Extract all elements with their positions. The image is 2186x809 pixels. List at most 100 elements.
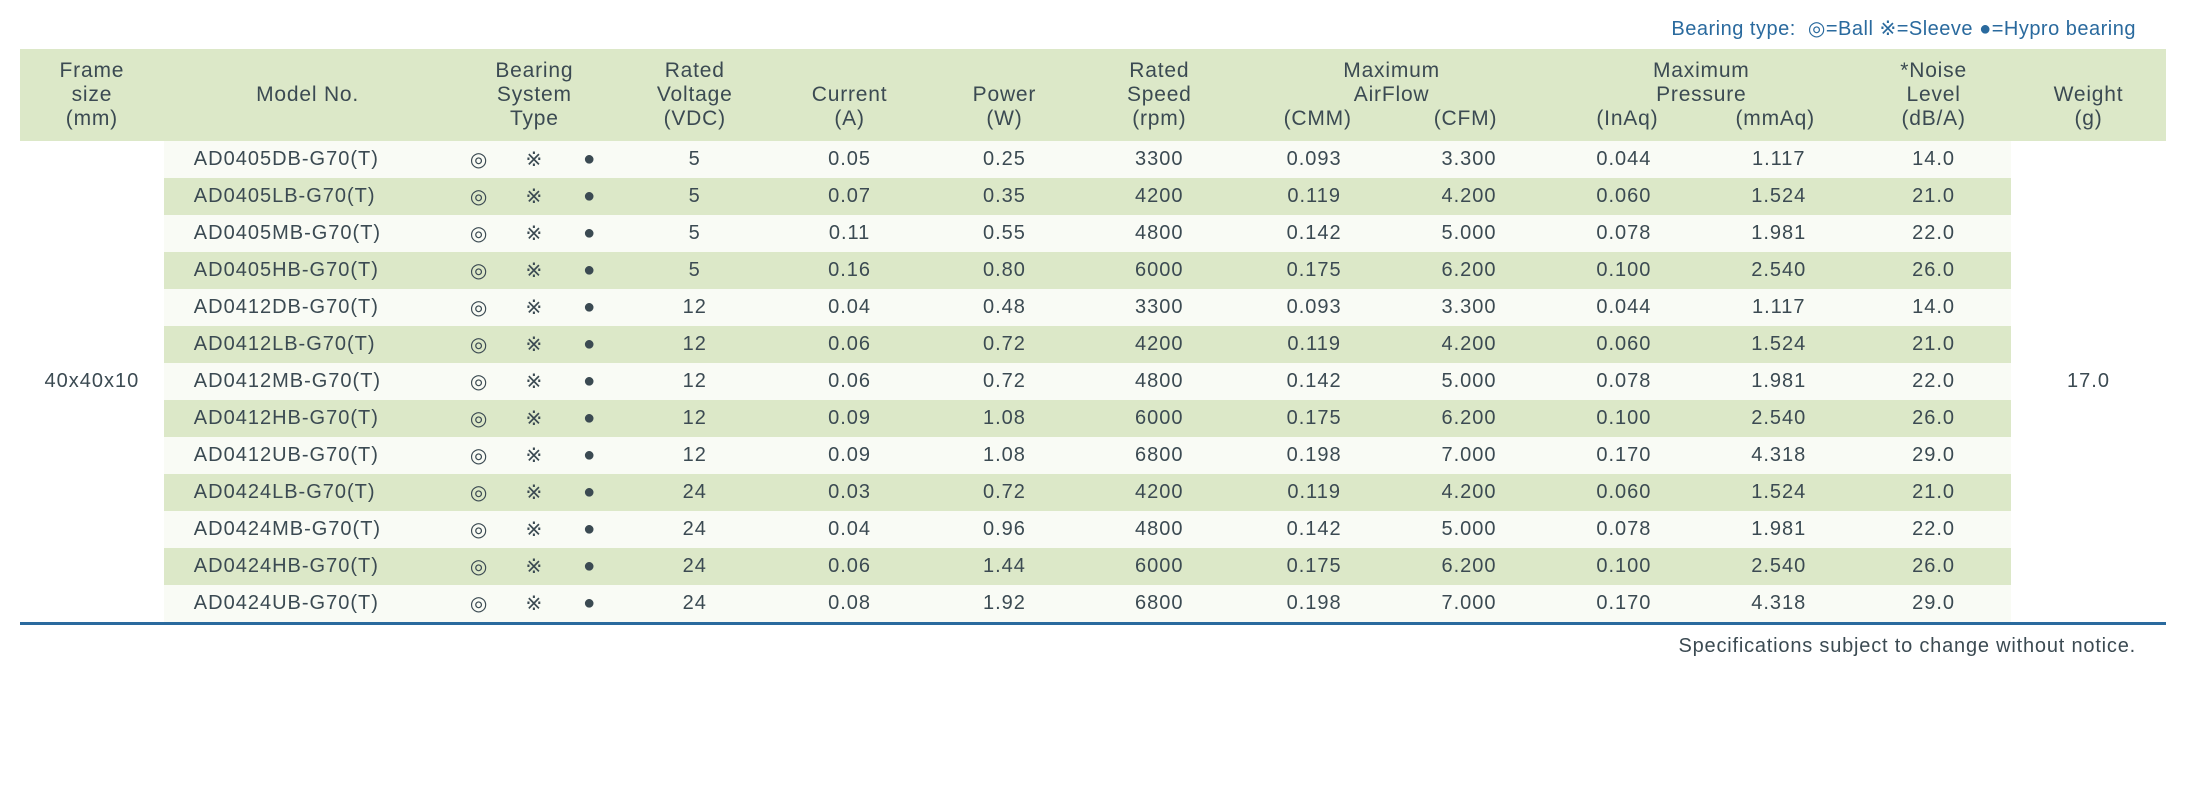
noise-cell: 14.0 xyxy=(1856,289,2011,326)
ball-icon: ◎ xyxy=(451,215,506,252)
ball-icon: ◎ xyxy=(451,437,506,474)
inaq-cell: 0.078 xyxy=(1546,215,1701,252)
current-cell: 0.16 xyxy=(772,252,927,289)
mmaq-cell: 1.117 xyxy=(1701,141,1856,178)
table-row: 40x40x10AD0405DB-G70(T)◎※●50.050.2533000… xyxy=(20,141,2166,178)
sleeve-icon: ※ xyxy=(507,326,562,363)
model-cell: AD0424LB-G70(T) xyxy=(164,474,452,511)
hypro-icon: ● xyxy=(562,363,617,400)
voltage-cell: 24 xyxy=(617,511,772,548)
inaq-cell: 0.044 xyxy=(1546,141,1701,178)
voltage-cell: 24 xyxy=(617,548,772,585)
noise-cell: 22.0 xyxy=(1856,363,2011,400)
ball-icon: ◎ xyxy=(451,585,506,622)
sleeve-icon: ※ xyxy=(507,178,562,215)
cfm-cell: 4.200 xyxy=(1392,326,1547,363)
hypro-icon: ● xyxy=(562,289,617,326)
mmaq-cell: 1.524 xyxy=(1701,326,1856,363)
table-row: AD0424HB-G70(T)◎※●240.061.4460000.1756.2… xyxy=(20,548,2166,585)
speed-cell: 4200 xyxy=(1082,474,1237,511)
model-cell: AD0424HB-G70(T) xyxy=(164,548,452,585)
power-cell: 0.80 xyxy=(927,252,1082,289)
model-cell: AD0405LB-G70(T) xyxy=(164,178,452,215)
power-cell: 1.08 xyxy=(927,437,1082,474)
mmaq-cell: 2.540 xyxy=(1701,252,1856,289)
col-noise: *Noise Level (dB/A) xyxy=(1856,49,2011,141)
power-cell: 0.96 xyxy=(927,511,1082,548)
model-cell: AD0412DB-G70(T) xyxy=(164,289,452,326)
sleeve-icon: ※ xyxy=(507,363,562,400)
hypro-icon: ● xyxy=(562,326,617,363)
col-voltage: Rated Voltage (VDC) xyxy=(617,49,772,141)
table-row: AD0405HB-G70(T)◎※●50.160.8060000.1756.20… xyxy=(20,252,2166,289)
ball-icon: ◎ xyxy=(451,326,506,363)
inaq-cell: 0.078 xyxy=(1546,511,1701,548)
inaq-cell: 0.060 xyxy=(1546,178,1701,215)
speed-cell: 4200 xyxy=(1082,326,1237,363)
voltage-cell: 12 xyxy=(617,400,772,437)
legend-hypro: ●=Hypro bearing xyxy=(1979,18,2136,40)
table-row: AD0412HB-G70(T)◎※●120.091.0860000.1756.2… xyxy=(20,400,2166,437)
mmaq-cell: 2.540 xyxy=(1701,548,1856,585)
hypro-icon: ● xyxy=(562,400,617,437)
col-current: Current (A) xyxy=(772,49,927,141)
inaq-cell: 0.100 xyxy=(1546,548,1701,585)
power-cell: 0.25 xyxy=(927,141,1082,178)
cmm-cell: 0.175 xyxy=(1237,548,1392,585)
cmm-cell: 0.093 xyxy=(1237,141,1392,178)
cmm-cell: 0.142 xyxy=(1237,511,1392,548)
ball-icon: ◎ xyxy=(451,252,506,289)
sleeve-icon: ※ xyxy=(507,400,562,437)
speed-cell: 4800 xyxy=(1082,511,1237,548)
cmm-cell: 0.119 xyxy=(1237,474,1392,511)
voltage-cell: 5 xyxy=(617,141,772,178)
cfm-cell: 7.000 xyxy=(1392,585,1547,622)
current-cell: 0.09 xyxy=(772,437,927,474)
voltage-cell: 24 xyxy=(617,585,772,622)
sleeve-icon: ※ xyxy=(507,252,562,289)
voltage-cell: 12 xyxy=(617,289,772,326)
current-cell: 0.06 xyxy=(772,363,927,400)
model-cell: AD0412LB-G70(T) xyxy=(164,326,452,363)
mmaq-cell: 4.318 xyxy=(1701,585,1856,622)
table-row: AD0412UB-G70(T)◎※●120.091.0868000.1987.0… xyxy=(20,437,2166,474)
hypro-icon: ● xyxy=(562,585,617,622)
mmaq-cell: 1.524 xyxy=(1701,178,1856,215)
col-pressure: Maximum Pressure (InAq)(mmAq) xyxy=(1546,49,1856,141)
voltage-cell: 5 xyxy=(617,215,772,252)
table-row: AD0424UB-G70(T)◎※●240.081.9268000.1987.0… xyxy=(20,585,2166,622)
col-power: Power (W) xyxy=(927,49,1082,141)
table-row: AD0424MB-G70(T)◎※●240.040.9648000.1425.0… xyxy=(20,511,2166,548)
sleeve-icon: ※ xyxy=(507,215,562,252)
col-frame: Frame size (mm) xyxy=(20,49,164,141)
cmm-cell: 0.142 xyxy=(1237,363,1392,400)
noise-cell: 22.0 xyxy=(1856,215,2011,252)
cfm-cell: 5.000 xyxy=(1392,363,1547,400)
ball-icon: ◎ xyxy=(451,141,506,178)
hypro-icon: ● xyxy=(562,437,617,474)
current-cell: 0.03 xyxy=(772,474,927,511)
spec-table: Frame size (mm) Model No. Bearing System… xyxy=(20,49,2166,622)
power-cell: 1.92 xyxy=(927,585,1082,622)
power-cell: 0.72 xyxy=(927,326,1082,363)
noise-cell: 29.0 xyxy=(1856,585,2011,622)
noise-cell: 26.0 xyxy=(1856,548,2011,585)
cmm-cell: 0.175 xyxy=(1237,252,1392,289)
speed-cell: 6800 xyxy=(1082,585,1237,622)
hypro-icon: ● xyxy=(562,141,617,178)
current-cell: 0.08 xyxy=(772,585,927,622)
cmm-cell: 0.119 xyxy=(1237,326,1392,363)
mmaq-cell: 2.540 xyxy=(1701,400,1856,437)
col-airflow: Maximum AirFlow (CMM)(CFM) xyxy=(1237,49,1547,141)
ball-icon: ◎ xyxy=(451,289,506,326)
inaq-cell: 0.100 xyxy=(1546,252,1701,289)
spec-table-container: Frame size (mm) Model No. Bearing System… xyxy=(20,47,2166,625)
noise-cell: 26.0 xyxy=(1856,400,2011,437)
cfm-cell: 4.200 xyxy=(1392,474,1547,511)
hypro-icon: ● xyxy=(562,511,617,548)
inaq-cell: 0.170 xyxy=(1546,585,1701,622)
legend-ball: ◎=Ball xyxy=(1808,18,1873,40)
current-cell: 0.05 xyxy=(772,141,927,178)
speed-cell: 4800 xyxy=(1082,215,1237,252)
ball-icon: ◎ xyxy=(451,363,506,400)
